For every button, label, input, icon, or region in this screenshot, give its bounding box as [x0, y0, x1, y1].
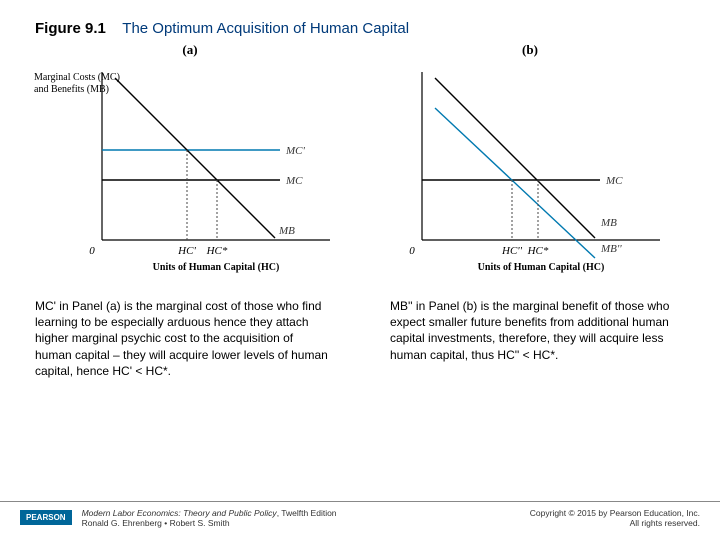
svg-text:MB: MB: [278, 225, 295, 237]
footer-credits: Modern Labor Economics: Theory and Publi…: [82, 508, 530, 528]
footer-authors: Ronald G. Ehrenberg • Robert S. Smith: [82, 518, 230, 528]
panel-b-chart: MC MB MB'' 0 HC'' HC* Units of Human Capital (…: [370, 60, 690, 280]
svg-text:MC: MC: [285, 175, 303, 187]
figure-title: The Optimum Acquisition of Human Capital: [122, 20, 409, 37]
svg-text:Units of Human Capital (HC): Units of Human Capital (HC): [478, 262, 605, 273]
captions-row: MC' in Panel (a) is the marginal cost of…: [0, 280, 720, 389]
footer-edition: , Twelfth Edition: [277, 508, 337, 518]
svg-text:MC': MC': [285, 145, 306, 157]
svg-text:Units of Human Capital (HC): Units of Human Capital (HC): [153, 262, 280, 273]
panel-b-label: (b): [370, 42, 690, 58]
svg-text:HC': HC': [177, 245, 196, 257]
footer-book: Modern Labor Economics: Theory and Publi…: [82, 508, 277, 518]
footer-copyright: Copyright © 2015 by Pearson Education, I…: [530, 508, 700, 528]
svg-text:MB'': MB'': [600, 243, 622, 255]
svg-text:MB: MB: [600, 217, 617, 229]
panel-b: (b) MC MB MB'' 0 HC'' HC* Units of Human Capit…: [370, 42, 690, 280]
panel-a-label: (a): [30, 42, 350, 58]
svg-text:HC*: HC*: [206, 245, 228, 257]
panel-a: (a) Marginal Costs (MC)and Benefits (MB)…: [30, 42, 350, 280]
svg-text:0: 0: [409, 245, 415, 257]
caption-a: MC' in Panel (a) is the marginal cost of…: [35, 298, 330, 379]
svg-text:HC*: HC*: [527, 245, 549, 257]
caption-b: MB'' in Panel (b) is the marginal benefi…: [390, 298, 685, 379]
copyright-line2: All rights reserved.: [630, 518, 700, 528]
svg-text:and Benefits (MB): and Benefits (MB): [34, 84, 109, 95]
svg-text:MC: MC: [605, 175, 623, 187]
copyright-line1: Copyright © 2015 by Pearson Education, I…: [530, 508, 700, 518]
svg-text:HC'': HC'': [501, 245, 523, 257]
figure-title-row: Figure 9.1 The Optimum Acquisition of Hu…: [0, 0, 720, 42]
pearson-logo: PEARSON: [20, 510, 72, 525]
svg-text:Marginal Costs (MC): Marginal Costs (MC): [34, 72, 120, 83]
panel-a-chart: Marginal Costs (MC)and Benefits (MB) MC MC…: [30, 60, 350, 280]
svg-text:0: 0: [89, 245, 95, 257]
footer: PEARSON Modern Labor Economics: Theory a…: [0, 501, 720, 540]
charts-row: (a) Marginal Costs (MC)and Benefits (MB)…: [0, 42, 720, 280]
figure-number: Figure 9.1: [35, 20, 106, 37]
